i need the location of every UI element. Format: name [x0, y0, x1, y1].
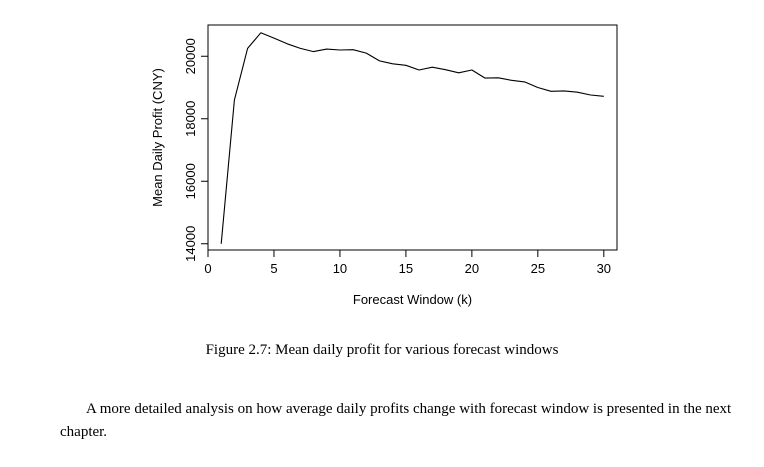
figure-caption: Figure 2.7: Mean daily profit for variou…	[205, 342, 559, 358]
body-paragraph: A more detailed analysis on how average …	[60, 401, 732, 440]
y-tick-label: 20000	[183, 38, 198, 74]
x-tick-label: 10	[333, 261, 347, 276]
y-tick-label: 18000	[183, 101, 198, 137]
plot-frame	[207, 24, 618, 251]
x-tick-label: 15	[399, 261, 413, 276]
x-tick-label: 30	[597, 261, 611, 276]
y-tick-label: 16000	[183, 163, 198, 199]
x-tick-label: 25	[531, 261, 545, 276]
x-tick-label: 0	[204, 261, 211, 276]
y-tick-label: 14000	[183, 226, 198, 262]
plot-area: 0 5 10 15 20 25 30 14000 16000 18000 20000 Forecast…	[150, 24, 618, 307]
x-axis-title: Forecast Window (k)	[353, 292, 472, 307]
line-chart: 0 5 10 15 20 25 30 14000 16000 18000 20000 Forecast…	[150, 24, 618, 307]
x-tick-label: 5	[270, 261, 277, 276]
y-axis-title: Mean Daily Profit (CNY)	[150, 68, 165, 207]
x-tick-label: 20	[465, 261, 479, 276]
series-line	[220, 32, 604, 244]
